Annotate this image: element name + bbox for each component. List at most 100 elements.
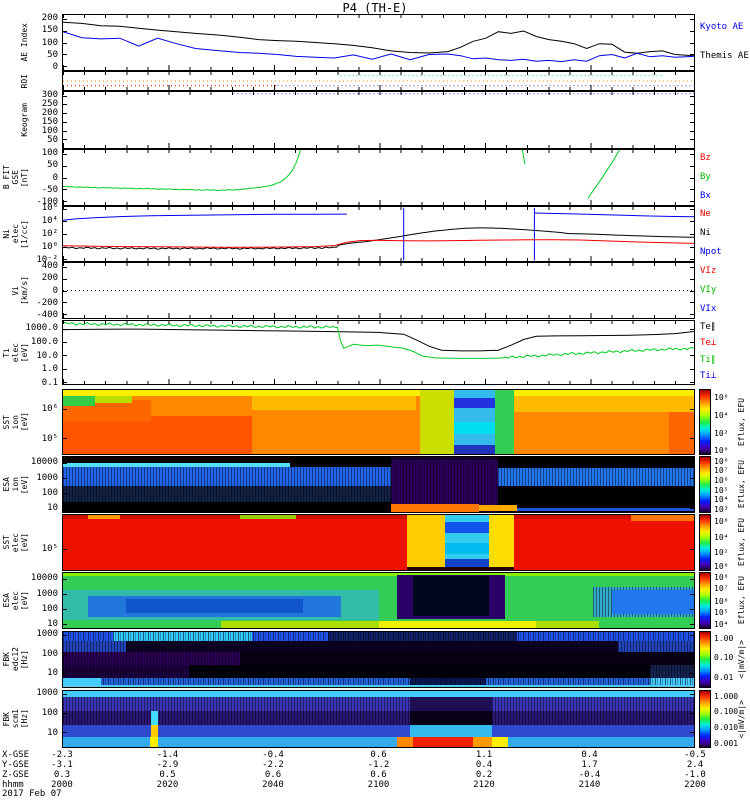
series-ti-par	[63, 321, 694, 359]
esa-elec-ytick-r	[690, 623, 694, 625]
esa-ion-band	[498, 468, 694, 487]
fbk-scm1-band	[150, 737, 158, 747]
fbk-scm1-ytitle: [Hz]	[19, 690, 29, 748]
ni-ytick	[63, 208, 67, 210]
fbk-edc12-cb-title-text: <|mV/m|>	[736, 640, 746, 679]
fbk-edc12-band	[63, 640, 694, 652]
esa-elec-cb-title: Eflux, EFU	[736, 572, 746, 629]
ni-ytick-label: 10⁰	[41, 242, 58, 253]
fbk-scm1-band	[63, 696, 694, 711]
esa-elec-ytick	[63, 608, 67, 610]
ni-plot	[63, 207, 694, 261]
b-fit-ytick-label: 50	[47, 160, 58, 171]
ae-index-xticks-major	[63, 65, 694, 70]
fbk-edc12-band	[618, 640, 694, 652]
fbk-edc12-band	[410, 678, 486, 687]
fbk-scm1-cb-title: <|mV/m|>	[736, 690, 746, 748]
sst-elec-band	[406, 566, 515, 570]
ae-index-ytick	[63, 54, 67, 56]
b-fit-ytitle-line: [nT]	[19, 167, 29, 188]
axis-row-label-hhmm: hhmm	[2, 780, 24, 790]
fbk-edc12-ytick-r	[690, 654, 694, 655]
vi-ytick-r	[690, 266, 694, 268]
fbk-scm1-band	[413, 737, 474, 747]
esa-ion-cb-label: 10³	[714, 505, 729, 514]
esa-ion-ytick	[63, 463, 67, 465]
b-fit-ytick-r	[690, 177, 694, 179]
fbk-edc12-band	[63, 678, 101, 687]
sst-ion-ytick-label: 10⁶	[41, 403, 58, 414]
ni-ytick-r	[690, 259, 694, 261]
axis-value: 0.6	[264, 770, 282, 780]
b-fit-ytick	[63, 201, 67, 203]
b-fit-ytick-r	[690, 165, 694, 167]
fbk-scm1-cb-label: 0.010	[714, 723, 739, 733]
series-ni-line	[63, 227, 694, 250]
axis-value: -1.4	[156, 750, 179, 760]
ti-ytick-r	[690, 368, 694, 370]
sst-elec-cb-label: 10⁴	[714, 532, 729, 542]
sst-ion-cb-title-text: Eflux, EFU	[736, 397, 746, 447]
fbk-edc12-ytick-label: 100	[41, 648, 58, 659]
roi-xticks-minor-top	[63, 72, 694, 75]
axis-value: -0.4	[578, 770, 601, 780]
axis-value: 2.4	[686, 760, 704, 770]
sst-elec-ytick-r	[690, 549, 694, 551]
fbk-scm1-band	[397, 737, 414, 747]
ae-index-ytick	[63, 30, 67, 32]
esa-elec-cb-label: 10⁷	[714, 583, 729, 593]
ni-ytick-r	[690, 208, 694, 210]
esa-elec-cb-label: 10⁵	[714, 607, 729, 617]
vi-xticks-minor-top	[63, 263, 694, 266]
roi-ytitle: ROI	[19, 71, 29, 91]
axis-value: 0.5	[159, 770, 176, 780]
ti-ytick-label: 1000.0	[25, 323, 58, 334]
esa-elec-band	[126, 599, 303, 614]
keogram-ytitle: Keogram	[19, 91, 29, 149]
esa-ion-band	[517, 507, 694, 511]
esa-ion-ytitle-line: [eV]	[19, 474, 29, 495]
sst-ion-ytick-r	[690, 438, 694, 439]
sst-ion-band	[495, 390, 515, 454]
ti-ytick-r	[690, 329, 694, 330]
sst-ion-cb-label: 10⁰	[714, 445, 729, 455]
fbk-scm1-ytick	[63, 713, 67, 715]
axis-value: -2.9	[156, 760, 179, 770]
esa-elec-band	[63, 573, 694, 576]
sst-ion-band	[668, 412, 694, 454]
esa-ion-band	[63, 466, 392, 486]
b-fit-ytick-r	[690, 189, 694, 191]
keogram-ytick-label: 50	[47, 134, 58, 145]
esa-ion-cb-label: 10⁵	[714, 485, 729, 495]
axis-value: -3.1	[51, 760, 73, 770]
sst-ion-cb-title: Eflux, EFU	[736, 389, 746, 455]
esa-ion-cb-title: Eflux, EFU	[736, 456, 746, 513]
ti-ytick-r	[690, 355, 694, 357]
fbk-edc12-band	[63, 651, 240, 665]
axis-value: -0.4	[262, 750, 284, 760]
axis-value: -1.0	[684, 770, 706, 780]
legend-vi-VIz: VIz	[700, 265, 717, 276]
fbk-edc12-colorbar	[699, 631, 711, 688]
sst-ion-band	[514, 395, 694, 412]
fbk-edc12-cb-label: 0.01	[714, 672, 734, 682]
keogram-xticks-minor-top	[63, 92, 694, 95]
panel-esa-elec	[62, 572, 695, 629]
legend-ti-Te∥: Te∥	[700, 322, 716, 333]
esa-elec-ytitle-line: [eV]	[19, 590, 29, 611]
fbk-scm1-ytick-r	[690, 713, 694, 715]
fbk-scm1-band	[63, 710, 694, 725]
sst-ion-band	[454, 445, 496, 454]
fbk-scm1-ytick	[63, 694, 67, 696]
legend-ti-Te⊥: Te⊥	[700, 338, 717, 349]
b-fit-ytick	[63, 165, 67, 167]
ti-ytick-label: 100.0	[30, 336, 58, 347]
panel-ni	[62, 206, 695, 262]
roi-ytitle-line: ROI	[19, 73, 29, 89]
fbk-edc12-band	[63, 678, 694, 687]
fbk-scm1-cb-label: 1.000	[714, 691, 739, 701]
fbk-edc12-band	[328, 632, 518, 641]
fbk-scm1-band	[63, 737, 694, 747]
esa-elec-ytick-r	[690, 608, 694, 610]
esa-elec-colorbar	[699, 572, 711, 629]
